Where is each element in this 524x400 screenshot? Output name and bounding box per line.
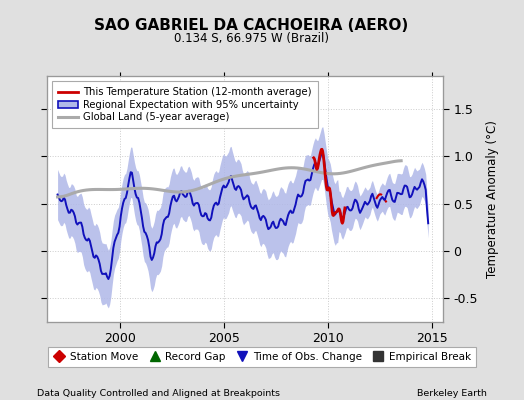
- Legend: Station Move, Record Gap, Time of Obs. Change, Empirical Break: Station Move, Record Gap, Time of Obs. C…: [48, 347, 476, 367]
- Text: SAO GABRIEL DA CACHOEIRA (AERO): SAO GABRIEL DA CACHOEIRA (AERO): [94, 18, 409, 33]
- Legend: This Temperature Station (12-month average), Regional Expectation with 95% uncer: This Temperature Station (12-month avera…: [52, 81, 318, 128]
- Y-axis label: Temperature Anomaly (°C): Temperature Anomaly (°C): [486, 120, 499, 278]
- Text: Berkeley Earth: Berkeley Earth: [418, 389, 487, 398]
- Text: 0.134 S, 66.975 W (Brazil): 0.134 S, 66.975 W (Brazil): [174, 32, 329, 45]
- Text: Data Quality Controlled and Aligned at Breakpoints: Data Quality Controlled and Aligned at B…: [37, 389, 280, 398]
